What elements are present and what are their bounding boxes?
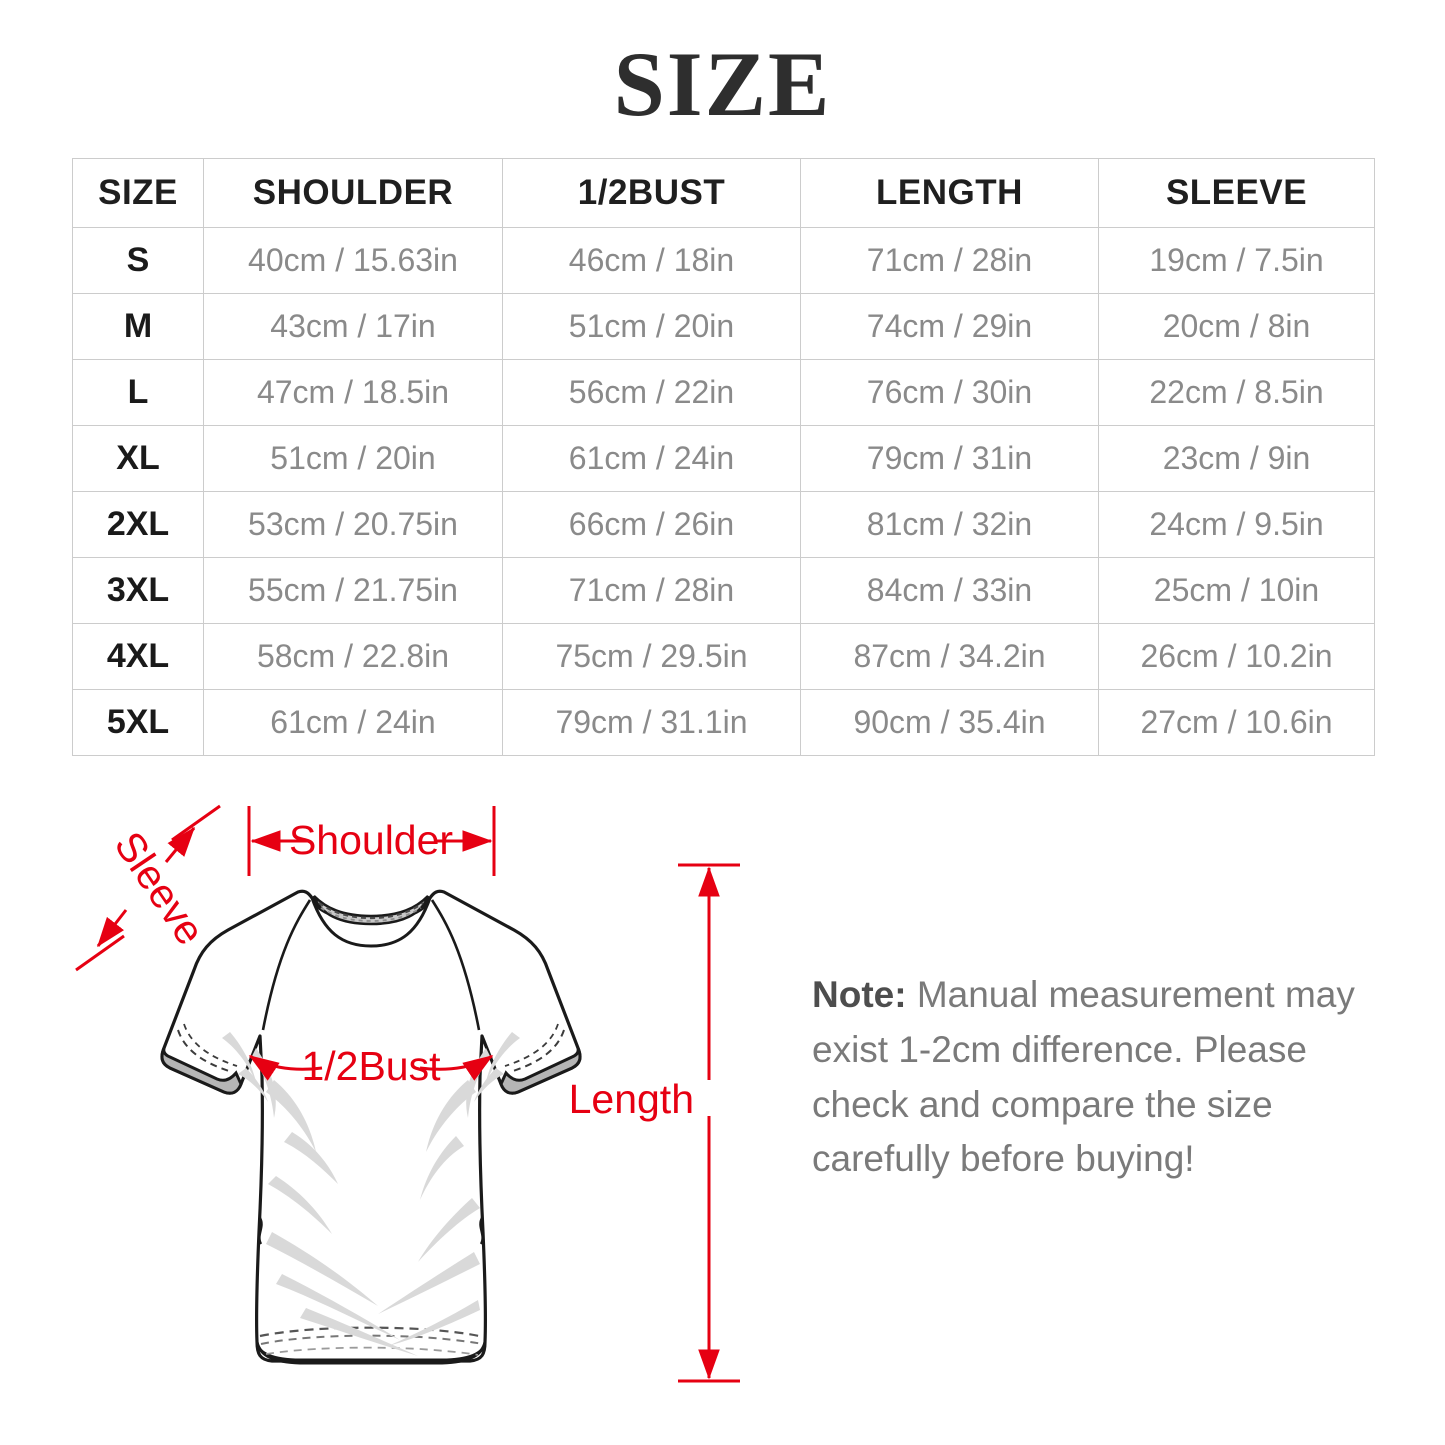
column-header-length: LENGTH <box>800 158 1099 228</box>
cell-size: S <box>72 227 204 294</box>
cell-bust: 61cm / 24in <box>502 425 801 492</box>
shoulder-label: Shoulder <box>289 817 453 863</box>
cell-size: 4XL <box>72 623 204 690</box>
cell-size: 3XL <box>72 557 204 624</box>
cell-bust: 66cm / 26in <box>502 491 801 558</box>
table-row: 2XL 53cm / 20.75in 66cm / 26in 81cm / 32… <box>72 491 1375 558</box>
size-chart-table: SIZE SHOULDER 1/2BUST LENGTH SLEEVE S 40… <box>72 158 1375 756</box>
bust-arrow-right <box>419 1054 494 1081</box>
length-measure: Length <box>569 863 740 1383</box>
hem-roll <box>255 1341 487 1365</box>
cell-bust: 79cm / 31.1in <box>502 689 801 756</box>
cell-shoulder: 53cm / 20.75in <box>203 491 503 558</box>
cell-shoulder: 58cm / 22.8in <box>203 623 503 690</box>
cell-sleeve: 23cm / 9in <box>1098 425 1375 492</box>
sleeve-label: Sleeve <box>105 823 213 953</box>
cell-bust: 56cm / 22in <box>502 359 801 426</box>
cell-sleeve: 26cm / 10.2in <box>1098 623 1375 690</box>
cell-bust: 46cm / 18in <box>502 227 801 294</box>
cell-size: M <box>72 293 204 360</box>
cell-sleeve: 24cm / 9.5in <box>1098 491 1375 558</box>
column-header-shoulder: SHOULDER <box>203 158 503 228</box>
cell-length: 84cm / 33in <box>800 557 1099 624</box>
cell-bust: 71cm / 28in <box>502 557 801 624</box>
collar-stitch <box>318 902 424 920</box>
page-title: SIZE <box>613 33 832 135</box>
bust-label: 1/2Bust <box>301 1043 441 1089</box>
left-cuff-inner <box>160 1047 243 1095</box>
cell-length: 74cm / 29in <box>800 293 1099 360</box>
table-row: 3XL 55cm / 21.75in 71cm / 28in 84cm / 33… <box>72 557 1375 624</box>
tshirt-measurement-diagram: Shoulder Sleeve 1/2Bust Length <box>60 780 780 1420</box>
side-ripple-right <box>479 1217 484 1245</box>
cell-shoulder: 47cm / 18.5in <box>203 359 503 426</box>
left-cuff-stitch-2 <box>183 1023 238 1067</box>
side-ripple-left <box>258 1217 263 1245</box>
cell-length: 90cm / 35.4in <box>800 689 1099 756</box>
note-text: Manual measurement may exist 1-2cm diffe… <box>812 974 1355 1180</box>
cell-length: 71cm / 28in <box>800 227 1099 294</box>
left-cuff-stitch <box>177 1029 233 1073</box>
sleeve-arrow-down <box>96 909 128 948</box>
sleeve-arrow-up <box>164 826 196 863</box>
note-label: Note: <box>812 974 907 1015</box>
cell-shoulder: 40cm / 15.63in <box>203 227 503 294</box>
cell-bust: 75cm / 29.5in <box>502 623 801 690</box>
cell-size: L <box>72 359 204 426</box>
cell-sleeve: 19cm / 7.5in <box>1098 227 1375 294</box>
table-row: S 40cm / 15.63in 46cm / 18in 71cm / 28in… <box>72 227 1375 294</box>
hem-stitch-2 <box>260 1334 484 1345</box>
note-block: Note: Manual measurement may exist 1-2cm… <box>812 968 1377 1187</box>
shoulder-measure: Shoulder <box>247 806 496 876</box>
cell-bust: 51cm / 20in <box>502 293 801 360</box>
sleeve-tick-top <box>171 804 221 842</box>
cell-sleeve: 22cm / 8.5in <box>1098 359 1375 426</box>
column-header-bust: 1/2BUST <box>502 158 801 228</box>
cell-sleeve: 27cm / 10.6in <box>1098 689 1375 756</box>
hem-stitch-3 <box>265 1346 479 1356</box>
cell-length: 87cm / 34.2in <box>800 623 1099 690</box>
cell-length: 79cm / 31in <box>800 425 1099 492</box>
cell-size: XL <box>72 425 204 492</box>
table-row: XL 51cm / 20in 61cm / 24in 79cm / 31in 2… <box>72 425 1375 492</box>
tshirt-outline <box>160 889 582 1363</box>
hem-stitch-1 <box>259 1326 484 1339</box>
bust-measure: 1/2Bust <box>248 1043 494 1089</box>
column-header-size: SIZE <box>72 158 204 228</box>
cell-shoulder: 43cm / 17in <box>203 293 503 360</box>
right-cuff-inner <box>499 1047 582 1095</box>
cell-shoulder: 55cm / 21.75in <box>203 557 503 624</box>
column-header-sleeve: SLEEVE <box>1098 158 1375 228</box>
fabric-wrinkles <box>222 1032 520 1356</box>
cell-length: 81cm / 32in <box>800 491 1099 558</box>
shoulder-seam-left <box>261 899 312 1031</box>
cell-sleeve: 20cm / 8in <box>1098 293 1375 360</box>
right-cuff-stitch <box>509 1029 565 1073</box>
sleeve-measure: Sleeve <box>75 804 221 972</box>
cell-sleeve: 25cm / 10in <box>1098 557 1375 624</box>
table-row: M 43cm / 17in 51cm / 20in 74cm / 29in 20… <box>72 293 1375 360</box>
cell-shoulder: 51cm / 20in <box>203 425 503 492</box>
length-label: Length <box>569 1076 694 1122</box>
cell-size: 2XL <box>72 491 204 558</box>
table-row: 4XL 58cm / 22.8in 75cm / 29.5in 87cm / 3… <box>72 623 1375 690</box>
table-row: 5XL 61cm / 24in 79cm / 31.1in 90cm / 35.… <box>72 689 1375 756</box>
right-cuff-stitch-2 <box>504 1023 559 1067</box>
collar-stitch-2 <box>320 907 422 922</box>
cell-length: 76cm / 30in <box>800 359 1099 426</box>
table-header-row: SIZE SHOULDER 1/2BUST LENGTH SLEEVE <box>72 158 1375 228</box>
shoulder-seam-right <box>430 899 481 1031</box>
cell-shoulder: 61cm / 24in <box>203 689 503 756</box>
cell-size: 5XL <box>72 689 204 756</box>
table-row: L 47cm / 18.5in 56cm / 22in 76cm / 30in … <box>72 359 1375 426</box>
tshirt-illustration <box>160 889 582 1365</box>
bust-arrow-left <box>248 1054 323 1081</box>
